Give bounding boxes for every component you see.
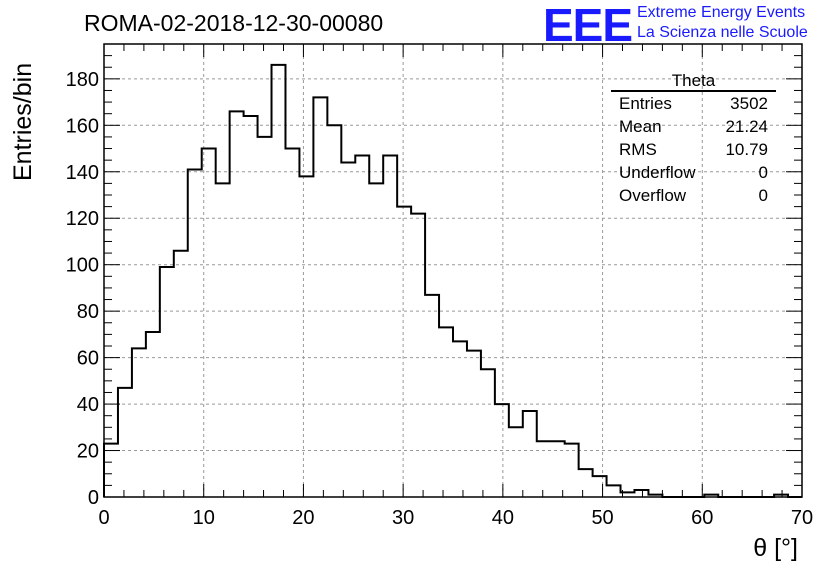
x-tick-label: 30 bbox=[392, 507, 414, 529]
y-tick-label: 140 bbox=[66, 162, 99, 184]
stats-value: 0 bbox=[758, 186, 768, 205]
x-tick-label: 0 bbox=[98, 507, 109, 529]
y-tick-label: 60 bbox=[77, 348, 99, 370]
stats-value: 0 bbox=[758, 163, 768, 182]
y-tick-label: 160 bbox=[66, 115, 99, 137]
x-tick-label: 20 bbox=[292, 507, 314, 529]
stats-row-entries: Entries 3502 bbox=[611, 92, 776, 115]
stats-box-title: Theta bbox=[611, 72, 776, 92]
x-tick-label: 10 bbox=[193, 507, 215, 529]
x-axis-label: θ [°] bbox=[753, 534, 798, 562]
x-tick-label: 40 bbox=[492, 507, 514, 529]
stats-label: Underflow bbox=[619, 163, 696, 182]
x-tick-label: 70 bbox=[791, 507, 813, 529]
y-tick-label: 80 bbox=[77, 301, 99, 323]
logo-line-2: La Scienza nelle Scuole bbox=[637, 24, 808, 41]
chart-title: ROMA-02-2018-12-30-00080 bbox=[84, 10, 384, 36]
stats-row-overflow: Overflow 0 bbox=[611, 184, 776, 207]
eee-logo: EEE bbox=[543, 0, 633, 51]
y-tick-label: 20 bbox=[77, 441, 99, 463]
stats-label: RMS bbox=[619, 140, 657, 159]
plot-frame bbox=[103, 43, 803, 498]
stats-row-mean: Mean 21.24 bbox=[611, 115, 776, 138]
stats-label: Mean bbox=[619, 117, 662, 136]
stats-row-underflow: Underflow 0 bbox=[611, 161, 776, 184]
x-tick-label: 60 bbox=[691, 507, 713, 529]
y-tick-label: 180 bbox=[66, 69, 99, 91]
stats-value: 21.24 bbox=[725, 117, 768, 136]
stats-row-rms: RMS 10.79 bbox=[611, 138, 776, 161]
stats-value: 10.79 bbox=[725, 140, 768, 159]
y-tick-label: 40 bbox=[77, 394, 99, 416]
y-tick-label: 100 bbox=[66, 255, 99, 277]
x-tick-label: 50 bbox=[591, 507, 613, 529]
stats-value: 3502 bbox=[730, 94, 768, 113]
y-tick-label: 0 bbox=[88, 487, 99, 509]
stats-label: Entries bbox=[619, 94, 672, 113]
histogram-step-line bbox=[103, 63, 802, 498]
stats-label: Overflow bbox=[619, 186, 687, 205]
logo-line-1: Extreme Energy Events bbox=[637, 4, 806, 21]
y-tick-label: 120 bbox=[66, 208, 99, 230]
stats-box: Theta Entries 3502 Mean 21.24 RMS 10.79 … bbox=[611, 72, 776, 207]
